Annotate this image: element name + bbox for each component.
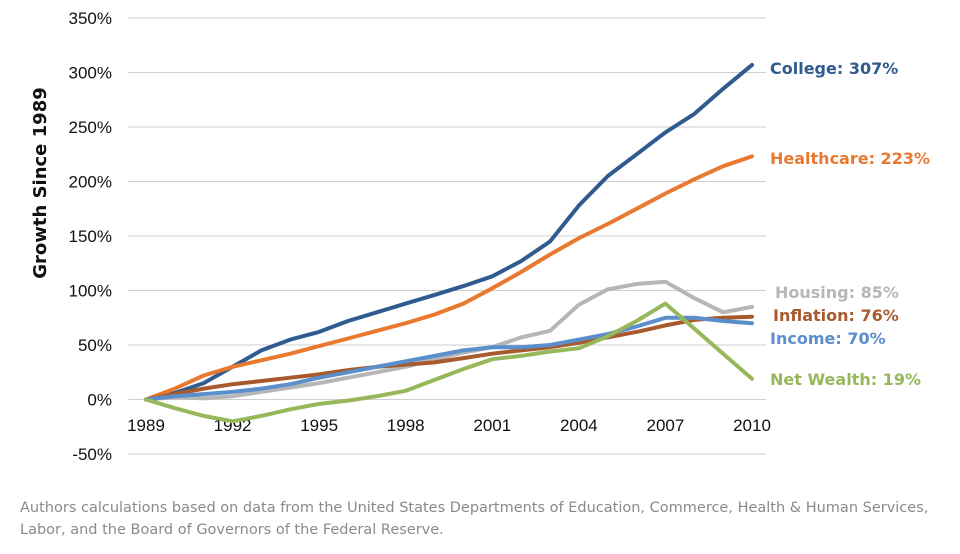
series-label-income: Income: 70% (770, 329, 886, 348)
series-line-housing (144, 279, 754, 402)
source-caption: Authors calculations based on data from … (20, 500, 929, 538)
x-tick-label: 2007 (647, 416, 685, 435)
x-tick-label: 1989 (127, 416, 165, 435)
series-label-inflation: Inflation: 76% (773, 306, 899, 325)
y-axis-label: Growth Since 1989 (30, 87, 51, 279)
series-line-net-wealth (144, 301, 754, 424)
y-tick-label: 100% (69, 282, 112, 301)
series-lines (144, 62, 754, 424)
y-axis-ticks: -50% 0% 50% 100% 150% 200% 250% 300% 350% (69, 9, 112, 464)
y-tick-label: 300% (69, 64, 112, 83)
series-line-college (144, 62, 754, 402)
y-tick-label: 350% (69, 9, 112, 28)
y-tick-label: 50% (78, 336, 112, 355)
x-tick-label: 1995 (300, 416, 338, 435)
x-tick-label: 2010 (733, 416, 771, 435)
x-tick-label: 2001 (473, 416, 511, 435)
y-tick-label: 150% (69, 227, 112, 246)
gridlines (128, 17, 766, 455)
series-label-college: College: 307% (770, 59, 898, 78)
y-tick-label: 0% (87, 391, 112, 410)
x-tick-label: 1998 (387, 416, 425, 435)
series-line-healthcare (144, 154, 754, 402)
y-tick-label: 250% (69, 118, 112, 137)
series-label-healthcare: Healthcare: 223% (770, 149, 930, 168)
series-label-net-wealth: Net Wealth: 19% (770, 370, 921, 389)
series-line-income (144, 315, 754, 402)
y-tick-label: -50% (72, 445, 112, 464)
series-labels: College: 307% Healthcare: 223% Housing: 85… (770, 59, 930, 389)
y-tick-label: 200% (69, 173, 112, 192)
series-line-inflation (144, 314, 754, 402)
x-tick-label: 2004 (560, 416, 598, 435)
series-label-housing: Housing: 85% (775, 283, 899, 302)
